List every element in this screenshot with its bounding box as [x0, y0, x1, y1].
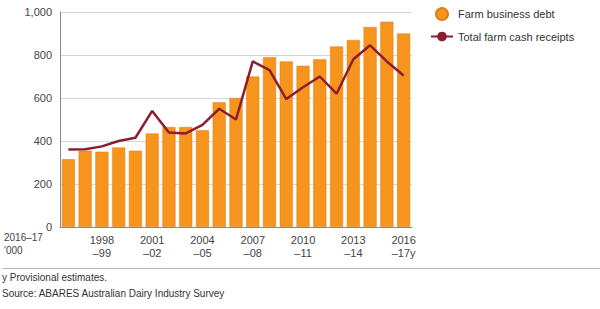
svg-text:0: 0: [46, 221, 52, 233]
svg-text:'000: '000: [4, 245, 23, 256]
svg-text:2016: 2016: [391, 234, 415, 246]
svg-text:1998: 1998: [90, 234, 114, 246]
svg-text:–02: –02: [143, 247, 161, 259]
svg-text:2004: 2004: [190, 234, 214, 246]
svg-text:2007: 2007: [241, 234, 265, 246]
svg-text:y Provisional estimates.: y Provisional estimates.: [2, 272, 107, 283]
svg-text:–05: –05: [193, 247, 211, 259]
svg-text:2010: 2010: [291, 234, 315, 246]
svg-text:–08: –08: [244, 247, 262, 259]
svg-text:600: 600: [34, 92, 52, 104]
svg-text:400: 400: [34, 135, 52, 147]
svg-text:–14: –14: [344, 247, 362, 259]
svg-text:Farm business debt: Farm business debt: [458, 8, 555, 20]
svg-text:2013: 2013: [341, 234, 365, 246]
svg-text:2016–17: 2016–17: [4, 232, 43, 243]
svg-text:–99: –99: [93, 247, 111, 259]
svg-text:800: 800: [34, 49, 52, 61]
svg-text:Total farm cash receipts: Total farm cash receipts: [458, 31, 575, 43]
svg-text:–11: –11: [294, 247, 312, 259]
svg-text:2001: 2001: [140, 234, 164, 246]
svg-text:1,000: 1,000: [24, 6, 52, 18]
svg-text:–17y: –17y: [392, 247, 416, 259]
svg-text:Source: ABARES Australian Dair: Source: ABARES Australian Dairy Industry…: [2, 288, 224, 299]
svg-text:200: 200: [34, 178, 52, 190]
